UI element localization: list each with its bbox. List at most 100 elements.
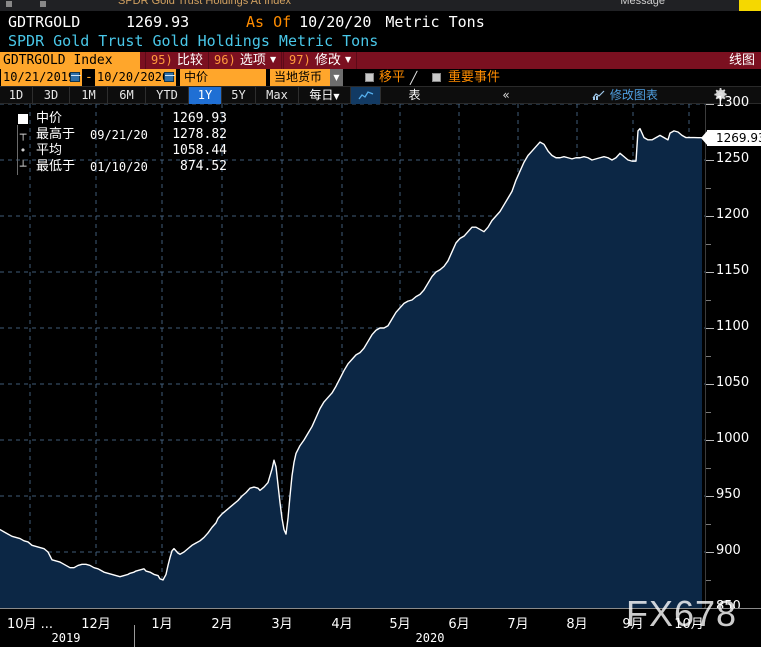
browser-back-icon[interactable] [6,1,12,7]
legend-color-swatch [18,114,28,124]
start-date-input[interactable]: 10/21/2019 [1,69,82,86]
legend-row-mid[interactable]: ⊟ 中价 1269.93 [12,111,227,127]
chart-svg [0,104,705,608]
chevron-down-icon: ▼ [269,55,277,64]
y-tick-mark [706,328,714,329]
frequency-chevron-icon: ▼ [333,92,340,101]
flatten-checkbox[interactable] [365,73,374,82]
currency-dropdown-icon[interactable]: ▼ [330,69,343,86]
y-minor-tick [706,412,711,413]
y-tick-label: 1250 [716,151,750,166]
edit-button-num: 97) [289,53,311,67]
header-description: SPDR Gold Trust Gold Holdings Metric Ton… [8,32,379,50]
legend-row-high[interactable]: ┬ 最高于 09/21/20 1278.82 [12,127,227,143]
x-year-label: 2019 [51,631,81,645]
events-checkbox[interactable] [432,73,441,82]
frequency-label: 每日 [309,88,334,102]
period-1m[interactable]: 1M [70,87,108,104]
x-tick-label: 7月 [507,617,529,632]
edit-chart-button[interactable]: 修改图表 [560,87,690,104]
period-1y[interactable]: 1Y [189,87,222,104]
options-button-num: 96) [214,53,236,67]
header-line-1: GDTRGOLD 1269.93 As Of 10/20/20 Metric Tons [8,13,485,31]
legend-low-date: 01/10/20 [90,160,148,174]
legend-row-low[interactable]: ┴ 最低于 01/10/20 874.52 [12,159,227,175]
y-minor-tick [706,188,711,189]
line-chart-icon[interactable] [351,87,381,104]
collapse-button[interactable]: « [502,88,510,102]
y-minor-tick [706,580,711,581]
legend-avg-value: 1058.44 [172,143,227,158]
chart-plot-area[interactable] [0,104,705,608]
y-tick-mark [706,104,714,105]
compare-button-label: 比较 [176,53,203,68]
y-tick-mark [706,440,714,441]
y-tick-mark [706,160,714,161]
browser-title-bar: SPDR Gold Trust Holdings At Index Messag… [0,0,761,11]
pencil-icon[interactable]: ╱ [410,71,418,85]
legend-high-label: 最高于 [36,127,76,142]
edit-button[interactable]: 97) 修改 ▼ [283,52,358,69]
browser-message-label[interactable]: Message [620,0,665,7]
calendar-icon-start[interactable] [70,72,81,82]
y-tick-mark [706,384,714,385]
frequency-select[interactable]: 每日▼ [299,87,351,104]
chart-header: GDTRGOLD 1269.93 As Of 10/20/20 Metric Tons … [0,11,761,52]
y-axis[interactable]: 850 900 950 1000 1050 1100 1150 1200 1250 1300 126… [701,95,761,614]
period-1d[interactable]: 1D [0,87,33,104]
events-label[interactable]: 重要事件 [448,70,501,85]
flatten-label[interactable]: 移平 [379,70,406,85]
security-input[interactable]: GDTRGOLD Index [0,52,140,69]
y-minor-tick [706,356,711,357]
header-asof-date: 10/20/20 [299,13,372,31]
y-tick-label: 1000 [716,431,750,446]
gear-icon[interactable] [700,87,740,104]
toolbar-security: GDTRGOLD Index 95) 比较 96) 选项 ▼ 97) 修改 ▼ … [0,52,761,69]
toolbar-dates: 10/21/2019 - 10/20/2020 中价 当地货币 ▼ 移平 ╱ 重… [0,69,761,86]
options-button-label: 选项 [239,53,266,68]
header-asof-label: As Of [246,13,292,31]
period-max[interactable]: Max [256,87,299,104]
y-tick-label: 1300 [716,95,750,110]
end-date-input[interactable]: 10/20/2020 [95,69,176,86]
calendar-icon-end[interactable] [164,72,175,82]
x-axis: 10月 ... 12月 1月 2月 3月 4月 5月 6月 7月 8月 9月 10月 2019 2020 [0,608,761,647]
legend-row-avg[interactable]: • 平均 1058.44 [12,143,227,159]
currency-select[interactable]: 当地货币 [270,69,343,86]
y-minor-tick [706,300,711,301]
compare-button-num: 95) [151,53,173,67]
end-date-value: 10/20/2020 [97,70,170,84]
y-tick-mark [706,552,714,553]
low-marker-icon: ┴ [19,160,27,173]
x-tick-label: 10月 [674,617,704,632]
compare-button[interactable]: 95) 比较 [145,52,209,69]
period-5y[interactable]: 5Y [222,87,256,104]
period-ytd[interactable]: YTD [146,87,189,104]
price-type-select[interactable]: 中价 [180,69,266,86]
chevron-down-icon-2: ▼ [344,55,352,64]
browser-forward-icon[interactable] [40,1,46,7]
table-button[interactable]: 表 [408,88,421,102]
edit-button-label: 修改 [314,53,341,68]
y-tick-label: 1150 [716,263,750,278]
chart-type-label[interactable]: 线图 [728,53,755,68]
period-6m[interactable]: 6M [108,87,146,104]
x-tick-label: 6月 [448,617,470,632]
x-tick-label: 4月 [331,617,353,632]
edit-chart-label: 修改图表 [609,88,658,102]
y-tick-label: 1200 [716,207,750,222]
date-separator: - [85,70,93,85]
x-tick-label: 2月 [211,617,233,632]
legend-high-value: 1278.82 [172,127,227,142]
y-tick-label: 950 [716,487,741,502]
chart-legend: ⊟ 中价 1269.93 ┬ 最高于 09/21/20 1278.82 • 平均… [12,111,227,175]
toolbar-period: 1D 3D 1M 6M YTD 1Y 5Y Max 每日▼ 表 « 修改图表 [0,86,761,104]
period-3d[interactable]: 3D [33,87,70,104]
browser-alert-button[interactable] [739,0,761,11]
y-tick-mark [706,496,714,497]
options-button[interactable]: 96) 选项 ▼ [208,52,283,69]
x-tick-label: 1月 [151,617,173,632]
browser-page-title: SPDR Gold Trust Holdings At Index [118,0,292,7]
y-tick-label: 900 [716,543,741,558]
high-marker-icon: ┬ [19,128,27,141]
